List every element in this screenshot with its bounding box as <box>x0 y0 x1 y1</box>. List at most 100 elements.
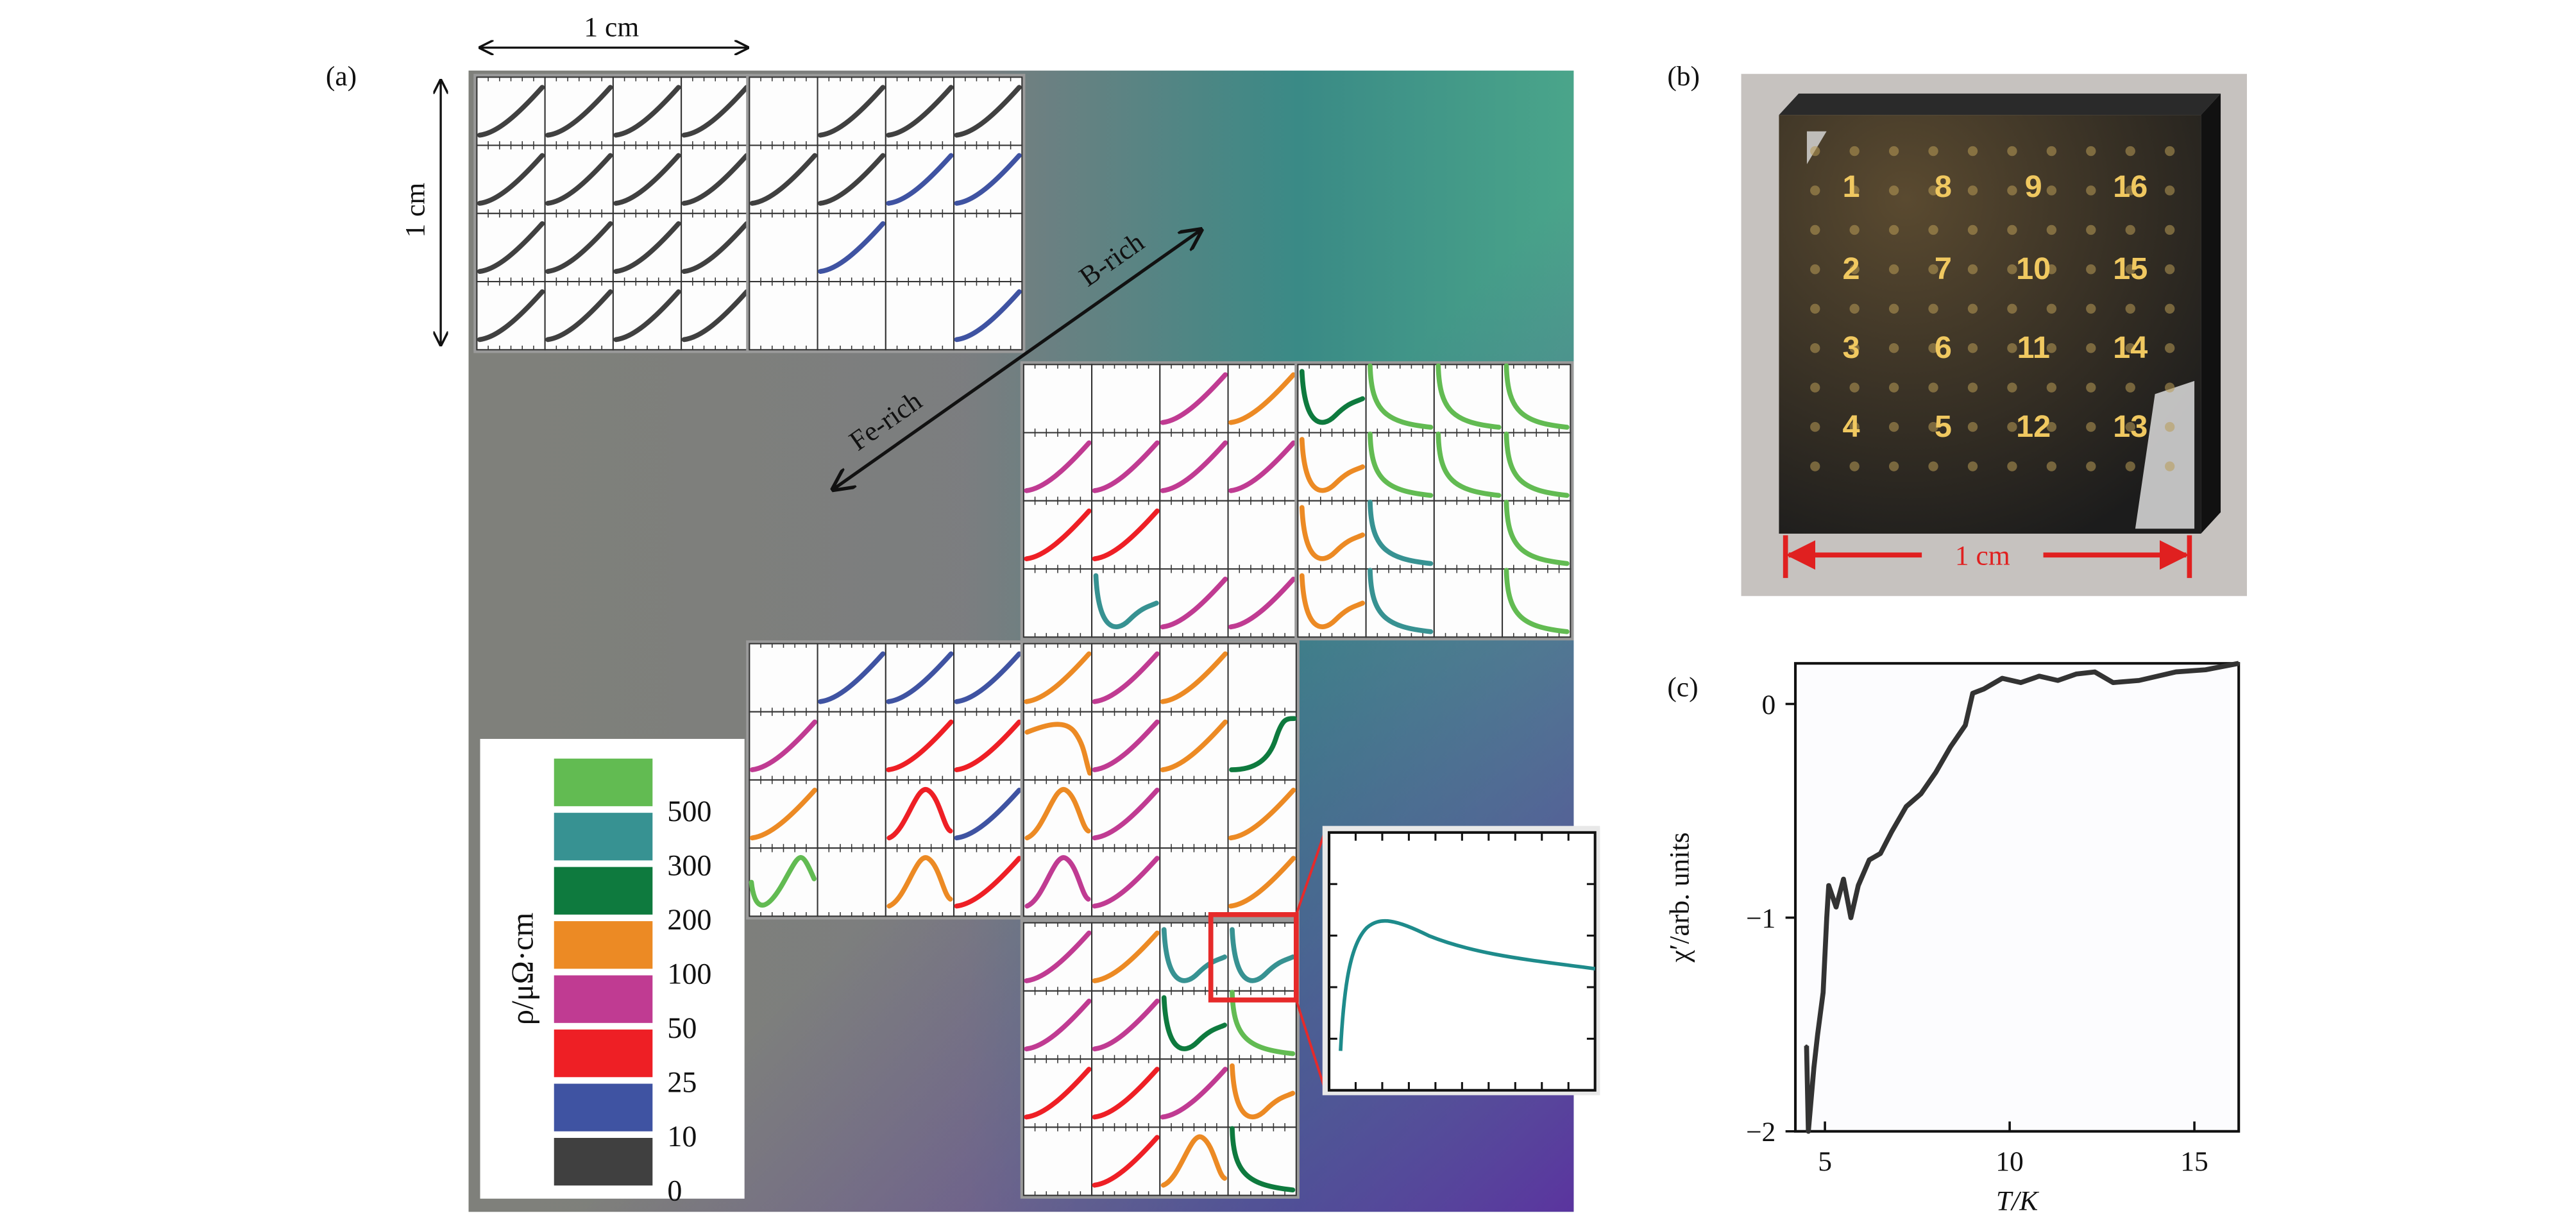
panel-c: (c) 5 10 15 0 −1 −2 T/K χ′/arb. units <box>1665 661 2241 1217</box>
chi-data-point <box>1822 991 1825 994</box>
chi-data-point <box>2056 679 2059 682</box>
resistivity-curve <box>1092 930 1160 983</box>
x-axis-label: T/K <box>1996 1186 2039 1217</box>
deposition-spot <box>2164 382 2175 393</box>
x-tick-label: 15 <box>2180 1146 2208 1177</box>
mini-plot-cell <box>1227 922 1297 992</box>
resistivity-curve <box>1230 1126 1296 1192</box>
resistivity-curve <box>749 153 818 206</box>
mini-plot-cell <box>1022 922 1093 992</box>
x-tick-label: 5 <box>1818 1146 1832 1177</box>
resistivity-curve <box>1024 998 1092 1052</box>
mini-plot-cell <box>1502 363 1572 434</box>
mini-plot-cell <box>817 144 886 214</box>
photo-scale-label: 1 cm <box>1955 541 2010 572</box>
mini-plot-cell <box>1297 432 1367 502</box>
deposition-spot <box>1810 343 1820 353</box>
chart-axes <box>1793 662 2241 1133</box>
deposition-spot <box>2164 225 2175 235</box>
mini-plot-cell <box>749 212 818 283</box>
mini-plot-block <box>1020 361 1300 641</box>
deposition-spot <box>2007 225 2017 235</box>
resistivity-curve <box>886 153 954 206</box>
mini-plot-cell <box>1091 990 1161 1060</box>
panel-a: (a) 1 cm 1 cm B-rich Fe-rich ρ/μΩ·cm 500… <box>326 12 1600 1212</box>
photo-scale-label-bg <box>1922 538 2044 572</box>
mini-plot-cell <box>544 76 614 146</box>
deposition-spot <box>2046 146 2057 157</box>
mini-plot-cell <box>1091 779 1161 849</box>
deposition-spot <box>1967 421 1978 432</box>
panel-b-label: (b) <box>1667 61 1700 92</box>
resistivity-curve <box>818 651 886 704</box>
deposition-spot <box>2007 303 2017 314</box>
mini-plot-cell <box>1022 364 1093 434</box>
resistivity-curve <box>681 153 749 206</box>
mini-plot-cell <box>749 847 818 917</box>
deposition-spot <box>2125 303 2135 314</box>
y-tick-label: −2 <box>1746 1117 1775 1148</box>
mini-plot-cell <box>1227 711 1297 781</box>
mini-plot-cell <box>476 76 546 146</box>
chi-data-point <box>1904 805 1908 808</box>
sample-number: 9 <box>2025 169 2042 204</box>
deposition-spot <box>1849 225 1860 235</box>
mini-plot-cell <box>612 280 682 351</box>
resistivity-curve <box>681 221 749 274</box>
mini-plot-cell <box>1297 568 1367 638</box>
deposition-spot <box>1810 382 1820 393</box>
mini-plot-cell <box>1365 431 1435 502</box>
resistivity-curve <box>1230 927 1296 983</box>
deposition-spot <box>2164 303 2175 314</box>
mini-plot-block <box>1294 361 1574 641</box>
deposition-spot <box>1967 343 1978 353</box>
resistivity-curve <box>1299 505 1366 561</box>
mini-plot-cell <box>681 144 750 214</box>
resistivity-curve <box>954 651 1022 704</box>
mini-plot-cell <box>885 779 955 849</box>
chi-data-point <box>1842 877 1845 881</box>
deposition-spot <box>1810 225 1820 235</box>
resistivity-curve <box>1229 716 1297 772</box>
sample-number: 5 <box>1935 409 1952 444</box>
resistivity-curve <box>1504 568 1570 634</box>
resistivity-curve <box>545 289 613 343</box>
legend-value: 200 <box>667 903 711 936</box>
legend-swatch <box>554 1029 653 1078</box>
legend-value: 500 <box>667 795 711 827</box>
substrate-top-edge <box>1779 93 2221 115</box>
deposition-spot <box>2125 382 2135 393</box>
legend-swatch <box>554 921 653 969</box>
sample-number: 7 <box>1935 251 1952 286</box>
deposition-spot <box>1810 185 1820 196</box>
mini-plot-cell <box>476 212 546 283</box>
chi-data-point <box>2001 677 2004 680</box>
panel-a-label: (a) <box>326 61 357 92</box>
mini-plot-cell <box>885 643 955 713</box>
chi-data-point <box>1816 1033 1819 1037</box>
mini-plot-cell <box>953 779 1023 849</box>
legend-swatch <box>554 975 653 1023</box>
deposition-spot <box>2046 421 2057 432</box>
mini-plot-cell <box>1022 500 1093 570</box>
mini-plot-block <box>1020 919 1300 1199</box>
mini-plot-cell <box>1022 568 1093 638</box>
mini-plot-cell <box>681 280 750 351</box>
chi-data-point <box>1805 1044 1808 1047</box>
deposition-spot <box>2086 382 2096 393</box>
deposition-spot <box>1967 225 1978 235</box>
chi-data-point <box>2204 668 2207 672</box>
resistivity-curve <box>1024 722 1092 776</box>
y-axis-label: χ′/arb. units <box>1665 833 1695 963</box>
deposition-spot <box>2046 461 2057 471</box>
mini-plot-cell <box>749 144 818 214</box>
deposition-spot <box>2007 146 2017 157</box>
zoom-line-top <box>1294 829 1327 915</box>
deposition-spot <box>1888 225 1899 235</box>
resistivity-curve <box>1092 787 1160 841</box>
chi-data-point <box>1919 792 1922 795</box>
resistivity-curve <box>613 153 681 206</box>
resistivity-curve <box>1228 440 1296 493</box>
sample-number: 6 <box>1935 330 1952 365</box>
